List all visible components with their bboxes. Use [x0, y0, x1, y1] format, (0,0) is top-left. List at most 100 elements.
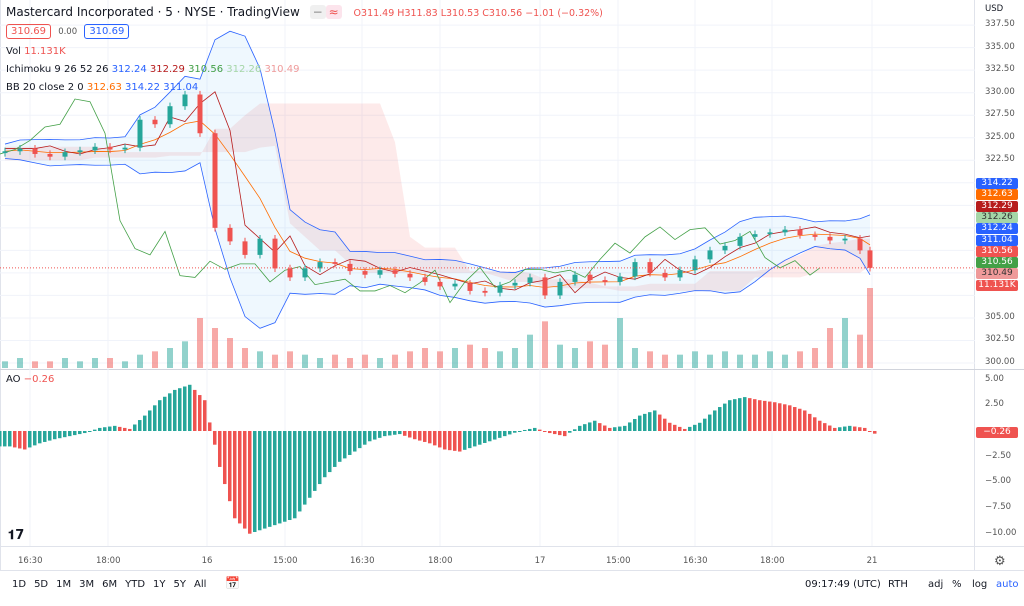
vol-legend[interactable]: Vol 11.131K: [6, 46, 66, 57]
volume-bar: [392, 354, 398, 368]
ao-bar: [673, 424, 677, 431]
range-1y[interactable]: 1Y: [153, 579, 166, 590]
rth-toggle[interactable]: RTH: [888, 579, 908, 590]
date-range-icon[interactable]: 📅: [225, 576, 240, 590]
ao-bar: [338, 431, 342, 462]
ao-bar: [818, 420, 822, 431]
candle: [332, 262, 338, 264]
bb-legend[interactable]: BB 20 close 2 0 312.63 314.22 311.04: [6, 82, 199, 93]
spread: 0.00: [58, 27, 78, 37]
ao-bar: [823, 423, 827, 431]
time-tick: 15:00: [273, 556, 298, 566]
volume-bar: [497, 351, 503, 368]
candle: [287, 268, 293, 278]
ao-bar: [243, 431, 247, 529]
ao-bar: [683, 428, 687, 431]
volume-bar: [2, 361, 8, 368]
ao-bar: [18, 431, 22, 449]
volume-bar: [737, 354, 743, 368]
ao-bar: [803, 410, 807, 431]
ao-bar: [38, 431, 42, 444]
time-tick: 18:00: [96, 556, 121, 566]
ao-bar: [718, 407, 722, 431]
volume-bar: [227, 338, 233, 368]
tradingview-logo[interactable]: 𝟏7: [8, 528, 25, 543]
ao-tick: −2.50: [985, 450, 1012, 461]
ao-bar: [213, 431, 217, 445]
ao-bar: [323, 431, 327, 478]
compare-icon[interactable]: ≈: [325, 5, 342, 19]
ao-bar: [198, 395, 202, 431]
candle: [62, 152, 68, 157]
chart-title: Mastercard Incorporated · 5 · NYSE · Tra…: [6, 5, 603, 19]
candle: [32, 148, 38, 154]
ao-bar: [443, 431, 447, 450]
volume-bar: [92, 358, 98, 368]
candle: [317, 262, 323, 269]
ao-bar: [808, 413, 812, 431]
ao-bar: [528, 428, 532, 431]
ao-bar: [748, 398, 752, 431]
time-tick: 16: [201, 556, 213, 566]
percent-toggle[interactable]: %: [952, 579, 962, 590]
ao-bar: [738, 398, 742, 431]
ao-tick: −7.50: [985, 502, 1012, 513]
volume-bar: [77, 361, 83, 368]
ao-bar: [558, 431, 562, 436]
ao-bar: [508, 431, 512, 435]
ao-bar: [778, 403, 782, 431]
ao-bar: [728, 400, 732, 431]
candle: [542, 277, 548, 296]
candle: [272, 238, 278, 269]
ao-bar: [463, 431, 467, 450]
ao-bar: [88, 431, 92, 432]
ao-bar: [248, 431, 252, 534]
ao-bar: [193, 389, 197, 431]
candle: [662, 272, 668, 278]
range-3m[interactable]: 3M: [79, 579, 95, 590]
ao-bar: [448, 431, 452, 451]
candle: [122, 147, 128, 150]
volume-bar: [557, 344, 563, 368]
range-6m[interactable]: 6M: [102, 579, 118, 590]
ao-tick: 2.50: [985, 399, 1004, 410]
ao-bar: [318, 431, 322, 485]
volume-bar: [512, 348, 518, 368]
volume-bar: [782, 354, 788, 368]
ao-bar: [218, 431, 222, 467]
range-bar: 1D 5D 1M 3M 6M YTD 1Y 5Y All: [12, 579, 214, 590]
ao-bar: [28, 431, 32, 448]
adj-toggle[interactable]: adj: [928, 579, 944, 590]
currency-label[interactable]: USD: [985, 4, 1004, 14]
time-tick: 18:00: [428, 556, 453, 566]
ao-bar: [713, 410, 717, 431]
volume-bar: [452, 348, 458, 368]
volume-bar: [242, 348, 248, 368]
ao-bar: [413, 431, 417, 440]
ao-bar: [643, 413, 647, 431]
ao-legend[interactable]: AO −0.26: [6, 374, 55, 385]
price-tick: 325.00: [985, 131, 1015, 142]
range-5d[interactable]: 5D: [34, 579, 49, 590]
range-1d[interactable]: 1D: [12, 579, 27, 590]
candle: [407, 273, 413, 278]
volume-bar: [422, 348, 428, 368]
ao-bar: [288, 431, 292, 521]
range-5y[interactable]: 5Y: [173, 579, 187, 590]
ao-bar: [58, 431, 62, 439]
log-toggle[interactable]: log: [972, 579, 988, 590]
ao-bar: [98, 427, 102, 431]
sell-button[interactable]: 310.69: [6, 24, 51, 39]
buy-button[interactable]: 310.69: [84, 24, 130, 39]
settings-gear-icon[interactable]: ⚙: [994, 554, 1006, 569]
ao-bar: [693, 424, 697, 431]
price-tag: 312.24: [976, 223, 1018, 235]
ichimoku-legend[interactable]: Ichimoku 9 26 52 26 312.24 312.29 310.56…: [6, 64, 300, 75]
range-1m[interactable]: 1M: [56, 579, 72, 590]
range-all[interactable]: All: [194, 579, 207, 590]
range-ytd[interactable]: YTD: [125, 579, 146, 590]
pane-toggle-icon[interactable]: −: [309, 5, 326, 19]
ao-bar: [848, 425, 852, 431]
auto-toggle[interactable]: auto: [996, 579, 1019, 590]
